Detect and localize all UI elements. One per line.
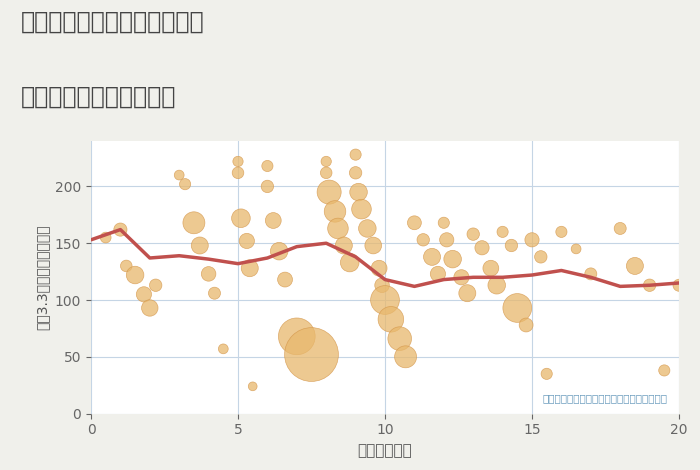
- Point: [232, 169, 244, 177]
- Point: [438, 219, 449, 227]
- Point: [468, 230, 479, 238]
- Point: [394, 335, 405, 342]
- Point: [462, 290, 473, 297]
- Point: [323, 188, 335, 196]
- Point: [570, 245, 582, 253]
- Point: [536, 253, 547, 260]
- Point: [353, 188, 364, 196]
- Point: [130, 271, 141, 279]
- Point: [218, 345, 229, 352]
- Point: [673, 282, 685, 289]
- Point: [418, 236, 429, 243]
- Point: [379, 296, 391, 304]
- Point: [385, 315, 396, 323]
- Point: [441, 236, 452, 243]
- Point: [521, 321, 532, 329]
- Point: [526, 236, 538, 243]
- Point: [644, 282, 655, 289]
- Point: [377, 282, 388, 289]
- Point: [585, 270, 596, 278]
- Point: [332, 225, 344, 232]
- Point: [506, 242, 517, 249]
- Text: 円の大きさは、取引のあった物件面積を示す: 円の大きさは、取引のあった物件面積を示す: [542, 393, 667, 403]
- Point: [274, 247, 285, 255]
- Point: [179, 180, 190, 188]
- Point: [409, 219, 420, 227]
- Point: [291, 333, 302, 340]
- Point: [485, 265, 496, 272]
- Point: [262, 162, 273, 170]
- Point: [203, 270, 214, 278]
- Point: [541, 370, 552, 377]
- Point: [194, 242, 205, 249]
- Point: [374, 265, 385, 272]
- Point: [433, 270, 444, 278]
- Point: [241, 237, 253, 245]
- Point: [321, 169, 332, 177]
- Point: [512, 304, 523, 312]
- Point: [115, 226, 126, 233]
- Point: [447, 255, 458, 263]
- Point: [120, 262, 132, 270]
- Y-axis label: 坪（3.3㎡）単価（万円）: 坪（3.3㎡）単価（万円）: [35, 225, 49, 330]
- Point: [426, 253, 438, 260]
- Point: [244, 265, 256, 272]
- Point: [279, 276, 290, 283]
- Point: [209, 290, 220, 297]
- Point: [356, 205, 367, 213]
- Point: [362, 225, 373, 232]
- Point: [456, 274, 467, 281]
- Point: [321, 158, 332, 165]
- Point: [330, 208, 341, 215]
- Point: [629, 262, 641, 270]
- Point: [350, 169, 361, 177]
- Point: [139, 290, 150, 298]
- Point: [247, 383, 258, 390]
- Point: [235, 214, 246, 222]
- Point: [477, 244, 488, 251]
- Point: [232, 158, 244, 165]
- Text: 駅距離別中古戸建て価格: 駅距離別中古戸建て価格: [21, 85, 176, 109]
- Point: [400, 353, 411, 360]
- Point: [100, 234, 111, 241]
- Point: [174, 171, 185, 179]
- Point: [615, 225, 626, 232]
- X-axis label: 駅距離（分）: 駅距離（分）: [358, 443, 412, 458]
- Point: [144, 304, 155, 312]
- Point: [150, 282, 161, 289]
- Point: [556, 228, 567, 235]
- Point: [306, 351, 317, 358]
- Point: [338, 242, 349, 249]
- Point: [262, 183, 273, 190]
- Point: [491, 282, 503, 289]
- Point: [350, 151, 361, 158]
- Point: [188, 219, 199, 227]
- Point: [497, 228, 508, 235]
- Point: [368, 242, 379, 249]
- Point: [659, 367, 670, 374]
- Point: [267, 217, 279, 224]
- Text: 神奈川県横浜市南区永田東の: 神奈川県横浜市南区永田東の: [21, 9, 204, 33]
- Point: [344, 259, 356, 266]
